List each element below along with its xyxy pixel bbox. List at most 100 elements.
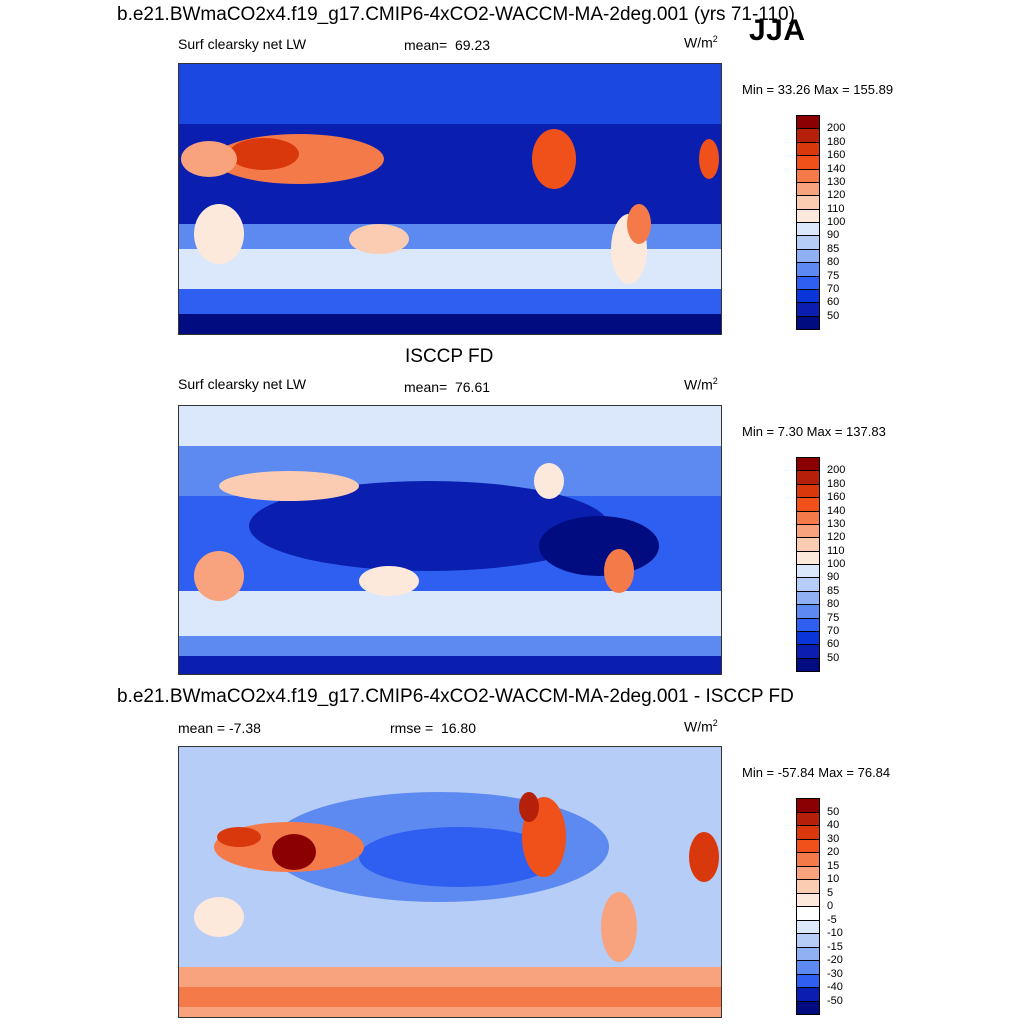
colorbar-swatch xyxy=(796,288,820,304)
colorbar-tick-label: 15 xyxy=(827,859,840,872)
colorbar-tick-label: 130 xyxy=(827,517,846,530)
colorbar-tick-label: -10 xyxy=(827,927,843,939)
colorbar-tick-label: -30 xyxy=(827,967,843,980)
panel-1-variable-label: Surf clearsky net LW xyxy=(178,36,307,52)
colorbar-swatch xyxy=(796,933,820,948)
colorbar-tick-label: 0 xyxy=(827,900,834,912)
colorbar-tick-label: 90 xyxy=(827,571,840,584)
colorbar-tick-label: -5 xyxy=(827,913,837,926)
colorbar-swatch xyxy=(796,470,820,485)
colorbar-tick-label: -50 xyxy=(827,994,843,1007)
panel-3-title: b.e21.BWmaCO2x4.f19_g17.CMIP6-4xCO2-WACC… xyxy=(117,686,794,707)
colorbar-swatch xyxy=(796,960,820,975)
colorbar-swatch xyxy=(796,262,820,277)
colorbar-swatch xyxy=(796,811,820,826)
colorbar-swatch xyxy=(796,617,820,632)
colorbar-tick-label: 80 xyxy=(827,256,840,269)
colorbar-swatch xyxy=(796,852,820,867)
panel-2-colorbar: 200 180 160 140 130 120 110 100 90 85 80 75 70 60 50 xyxy=(796,457,856,672)
colorbar-swatch xyxy=(796,510,820,525)
colorbar-swatch xyxy=(796,208,820,223)
panel-1-title: b.e21.BWmaCO2x4.f19_g17.CMIP6-4xCO2-WACC… xyxy=(117,4,795,25)
colorbar-tick-label: 140 xyxy=(827,162,846,175)
colorbar-tick-label: 40 xyxy=(827,819,840,831)
panel-1-colorbar: 200 180 160 140 130 120 110 100 90 85 80 75 70 60 50 xyxy=(796,115,856,330)
season-label: JJA xyxy=(749,14,806,47)
colorbar-swatch xyxy=(796,168,820,183)
colorbar-tick-label: 75 xyxy=(827,611,840,624)
colorbar-swatch xyxy=(796,825,820,840)
colorbar-swatch xyxy=(796,457,820,472)
colorbar-tick-label: 200 xyxy=(827,122,846,135)
panel-1-units: W/m2 xyxy=(684,34,718,51)
panel-1-map xyxy=(178,63,722,335)
colorbar-swatch xyxy=(796,564,820,579)
colorbar-swatch xyxy=(796,128,820,143)
colorbar-tick-label: 110 xyxy=(827,544,845,557)
colorbar-tick-label: 60 xyxy=(827,296,840,309)
colorbar-tick-label: 5 xyxy=(827,886,834,899)
panel-2-map xyxy=(178,405,722,675)
colorbar-swatch xyxy=(796,235,820,250)
colorbar-swatch xyxy=(796,195,820,210)
colorbar-tick-label: 85 xyxy=(827,584,840,597)
panel-1-mean: mean= 69.23 xyxy=(404,37,491,53)
panel-3-colorbar: 50 40 30 20 15 10 5 0 -5 -10 -15 -20 -30 -40 -50 xyxy=(796,798,856,1015)
colorbar-tick-label: -20 xyxy=(827,954,843,966)
colorbar-swatch xyxy=(796,537,820,552)
colorbar-swatch xyxy=(796,838,820,853)
colorbar-tick-label: 70 xyxy=(827,282,840,295)
colorbar-swatch xyxy=(796,155,820,170)
colorbar-tick-label: 50 xyxy=(827,805,840,818)
colorbar-swatch xyxy=(796,275,820,290)
colorbar-tick-label: 130 xyxy=(827,175,846,188)
colorbar-tick-label: 85 xyxy=(827,242,840,255)
colorbar-tick-label: 160 xyxy=(827,149,846,162)
colorbar-tick-label: 100 xyxy=(827,558,846,570)
colorbar-swatch xyxy=(796,483,820,499)
colorbar-swatch xyxy=(796,987,820,1002)
colorbar-tick-label: 120 xyxy=(827,531,846,544)
colorbar-tick-label: 180 xyxy=(827,477,846,490)
panel-2-title: ISCCP FD xyxy=(405,346,494,367)
colorbar-tick-label: 200 xyxy=(827,464,846,477)
colorbar-swatch xyxy=(796,315,820,330)
panel-2-mean: mean= 76.61 xyxy=(404,379,491,395)
colorbar-swatch xyxy=(796,302,820,317)
colorbar-tick-label: 90 xyxy=(827,229,840,242)
panel-1-min-max: Min = 33.26 Max = 155.89 xyxy=(742,82,894,97)
colorbar-swatch xyxy=(796,550,820,565)
colorbar-swatch xyxy=(796,523,820,539)
colorbar-tick-label: 100 xyxy=(827,216,846,228)
colorbar-tick-label: 110 xyxy=(827,202,845,215)
colorbar-tick-label: 10 xyxy=(827,873,840,885)
colorbar-swatch xyxy=(796,919,820,934)
colorbar-swatch xyxy=(796,865,820,880)
colorbar-swatch xyxy=(796,879,820,894)
panel-3-rmse: rmse = 16.80 xyxy=(390,720,477,736)
colorbar-tick-label: 80 xyxy=(827,598,840,611)
colorbar-tick-label: 30 xyxy=(827,832,840,845)
colorbar-tick-label: 50 xyxy=(827,651,840,664)
colorbar-swatch xyxy=(796,892,820,907)
colorbar-swatch xyxy=(796,630,820,646)
colorbar-tick-label: 140 xyxy=(827,504,846,517)
colorbar-swatch xyxy=(796,657,820,672)
panel-2-min-max: Min = 7.30 Max = 137.83 xyxy=(742,424,886,439)
colorbar-swatch xyxy=(796,248,820,264)
colorbar-tick-label: 20 xyxy=(827,846,840,858)
colorbar-tick-label: 75 xyxy=(827,269,840,282)
colorbar-tick-label: 180 xyxy=(827,135,846,148)
colorbar-swatch xyxy=(796,644,820,659)
colorbar-tick-label: -40 xyxy=(827,981,843,993)
colorbar-swatch xyxy=(796,590,820,606)
colorbar-swatch xyxy=(796,497,820,512)
colorbar-swatch xyxy=(796,906,820,921)
colorbar-tick-label: 160 xyxy=(827,491,846,504)
panel-3-units: W/m2 xyxy=(684,718,718,735)
colorbar-swatch xyxy=(796,798,820,813)
colorbar-tick-label: 50 xyxy=(827,309,840,322)
colorbar-swatch xyxy=(796,115,820,130)
colorbar-swatch xyxy=(796,973,820,988)
panel-3-min-max: Min = -57.84 Max = 76.84 xyxy=(742,765,891,780)
